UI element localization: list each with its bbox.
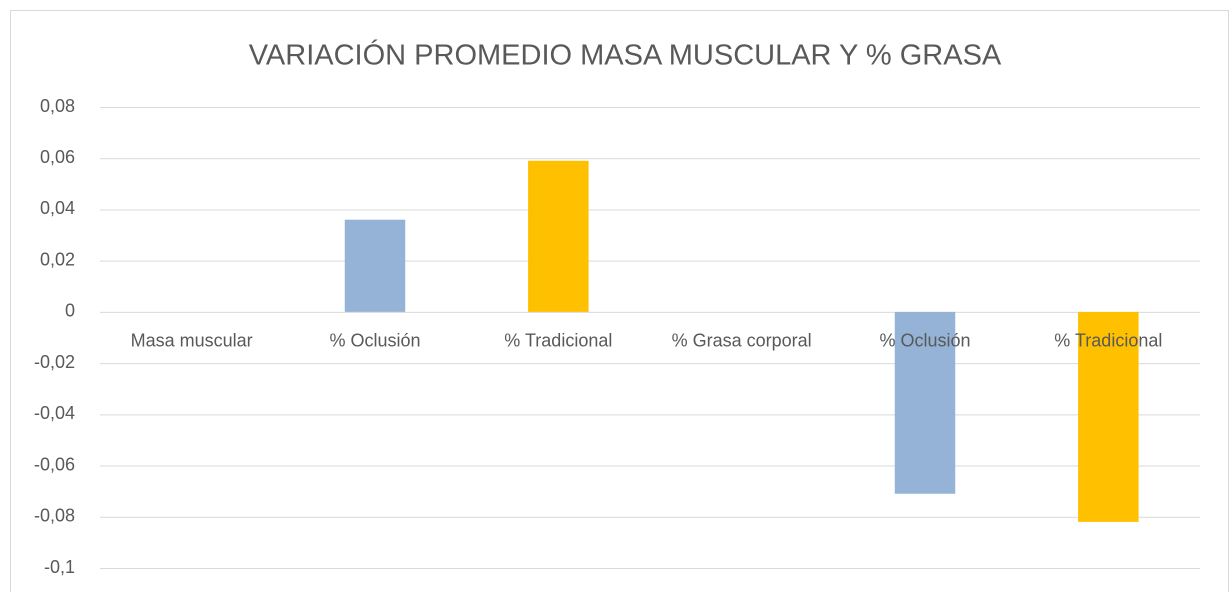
x-tick-label: % Oclusión bbox=[879, 331, 970, 351]
y-tick-label: 0,04 bbox=[40, 198, 75, 218]
y-tick-label: -0,06 bbox=[34, 454, 75, 474]
y-tick-label: -0,08 bbox=[34, 506, 75, 526]
bar bbox=[528, 160, 589, 312]
bar bbox=[344, 219, 406, 312]
bar bbox=[1078, 311, 1139, 522]
bar bbox=[894, 311, 956, 494]
y-tick-label: 0 bbox=[65, 301, 75, 321]
chart-title: VARIACIÓN PROMEDIO MASA MUSCULAR Y % GRA… bbox=[249, 39, 1002, 72]
x-tick-label: Masa muscular bbox=[131, 331, 253, 351]
chart-frame bbox=[10, 10, 1229, 592]
y-tick-label: 0,06 bbox=[40, 147, 75, 167]
x-tick-label: % Grasa corporal bbox=[672, 331, 812, 351]
x-tick-label: % Oclusión bbox=[329, 331, 420, 351]
y-tick-label: -0,1 bbox=[44, 557, 75, 577]
y-tick-label: 0,02 bbox=[40, 249, 75, 269]
y-tick-label: 0,08 bbox=[40, 96, 75, 116]
y-tick-label: -0,04 bbox=[34, 403, 75, 423]
x-tick-label: % Tradicional bbox=[504, 331, 612, 351]
x-tick-label: % Tradicional bbox=[1054, 331, 1162, 351]
y-tick-label: -0,02 bbox=[34, 352, 75, 372]
